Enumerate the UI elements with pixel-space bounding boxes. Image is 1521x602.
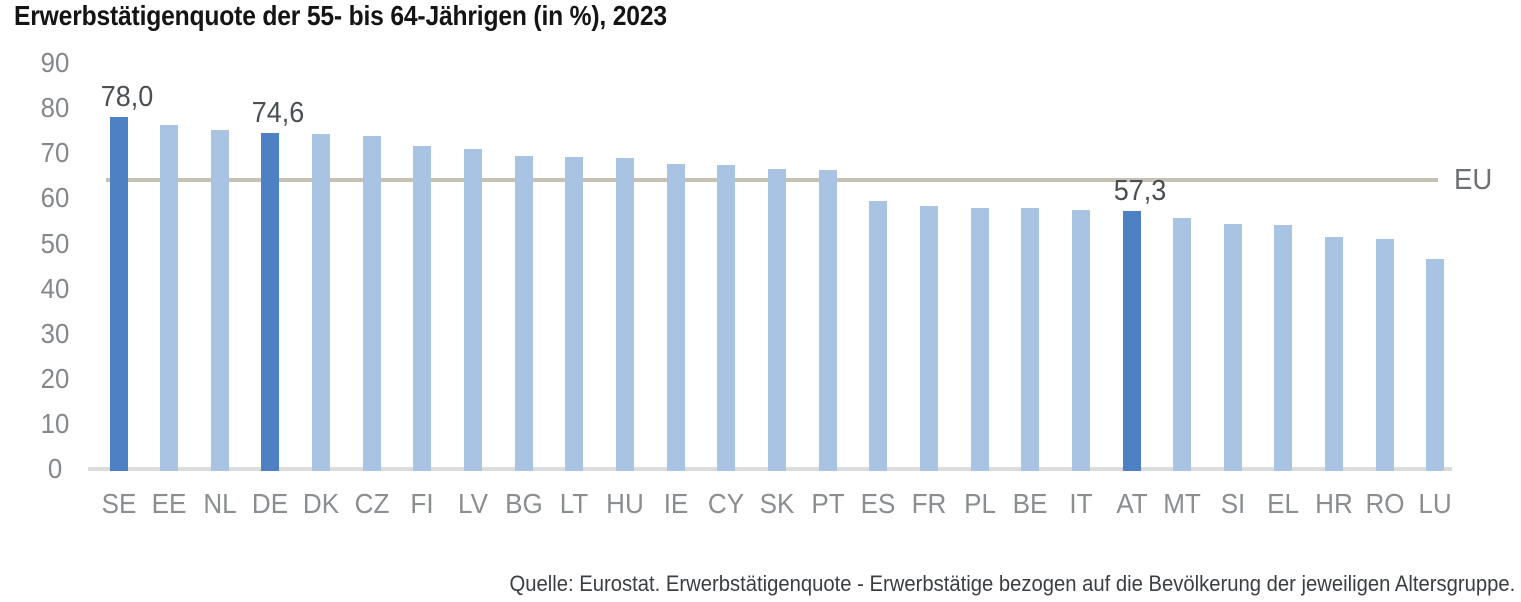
- bar-FI: [413, 146, 431, 471]
- bar-IT: [1072, 210, 1090, 471]
- bar-FR: [920, 206, 938, 471]
- bar-MT: [1173, 218, 1191, 471]
- x-label-BE: BE: [1012, 488, 1048, 519]
- bar-EE: [160, 125, 178, 471]
- chart-title: Erwerbstätigenquote der 55- bis 64-Jähri…: [14, 0, 667, 31]
- x-label-RO: RO: [1365, 488, 1405, 519]
- bar-RO: [1376, 239, 1394, 471]
- x-label-FI: FI: [410, 488, 434, 519]
- bar-SI: [1224, 224, 1242, 471]
- x-label-SI: SI: [1220, 488, 1246, 519]
- x-label-HR: HR: [1315, 488, 1353, 519]
- x-label-SE: SE: [101, 488, 137, 519]
- y-tick-30: 30: [40, 318, 70, 349]
- y-tick-70: 70: [40, 137, 70, 168]
- bar-IE: [667, 164, 685, 471]
- y-tick-0: 0: [47, 453, 63, 484]
- x-label-LU: LU: [1418, 488, 1452, 519]
- value-label-DE: 74,6: [251, 97, 305, 129]
- source-note: Quelle: Eurostat. Erwerbstätigenquote - …: [509, 571, 1515, 596]
- value-label-AT: 57,3: [1113, 175, 1167, 207]
- x-label-LV: LV: [458, 488, 488, 519]
- x-label-SK: SK: [759, 488, 795, 519]
- bar-DE: [261, 133, 279, 471]
- x-label-MT: MT: [1163, 488, 1201, 519]
- x-label-PT: PT: [811, 488, 845, 519]
- x-label-NL: NL: [203, 488, 237, 519]
- x-label-HU: HU: [606, 488, 644, 519]
- y-tick-40: 40: [40, 273, 70, 304]
- x-label-AT: AT: [1116, 488, 1148, 519]
- bar-CZ: [363, 136, 381, 471]
- bar-PT: [819, 170, 837, 471]
- y-tick-20: 20: [40, 363, 70, 394]
- x-label-IT: IT: [1069, 488, 1093, 519]
- x-label-DK: DK: [302, 488, 340, 519]
- bar-SK: [768, 169, 786, 471]
- bar-ES: [869, 201, 887, 471]
- bar-LT: [565, 157, 583, 471]
- bar-EL: [1274, 225, 1292, 471]
- x-label-CY: CY: [707, 488, 745, 519]
- bar-PL: [971, 208, 989, 471]
- x-label-CZ: CZ: [354, 488, 390, 519]
- x-label-LT: LT: [559, 488, 589, 519]
- y-tick-80: 80: [40, 92, 70, 123]
- y-tick-60: 60: [40, 182, 70, 213]
- x-label-EL: EL: [1267, 488, 1299, 519]
- bar-BE: [1021, 208, 1039, 471]
- x-label-DE: DE: [251, 488, 289, 519]
- x-label-IE: IE: [663, 488, 689, 519]
- bar-SE: [110, 117, 128, 471]
- bar-DK: [312, 134, 330, 471]
- bar-LV: [464, 149, 482, 471]
- x-label-ES: ES: [860, 488, 896, 519]
- bar-BG: [515, 156, 533, 471]
- bar-LU: [1426, 259, 1444, 471]
- x-label-EE: EE: [151, 488, 187, 519]
- bar-NL: [211, 130, 229, 471]
- bar-AT: [1123, 211, 1141, 471]
- x-label-PL: PL: [964, 488, 996, 519]
- x-label-BG: BG: [505, 488, 543, 519]
- x-label-FR: FR: [911, 488, 947, 519]
- bar-HU: [616, 158, 634, 471]
- bar-HR: [1325, 237, 1343, 471]
- y-tick-10: 10: [40, 408, 70, 439]
- y-tick-90: 90: [40, 47, 70, 78]
- y-tick-50: 50: [40, 228, 70, 259]
- eu-line-label: EU: [1454, 164, 1493, 196]
- bar-CY: [717, 165, 735, 471]
- value-label-SE: 78,0: [100, 81, 154, 113]
